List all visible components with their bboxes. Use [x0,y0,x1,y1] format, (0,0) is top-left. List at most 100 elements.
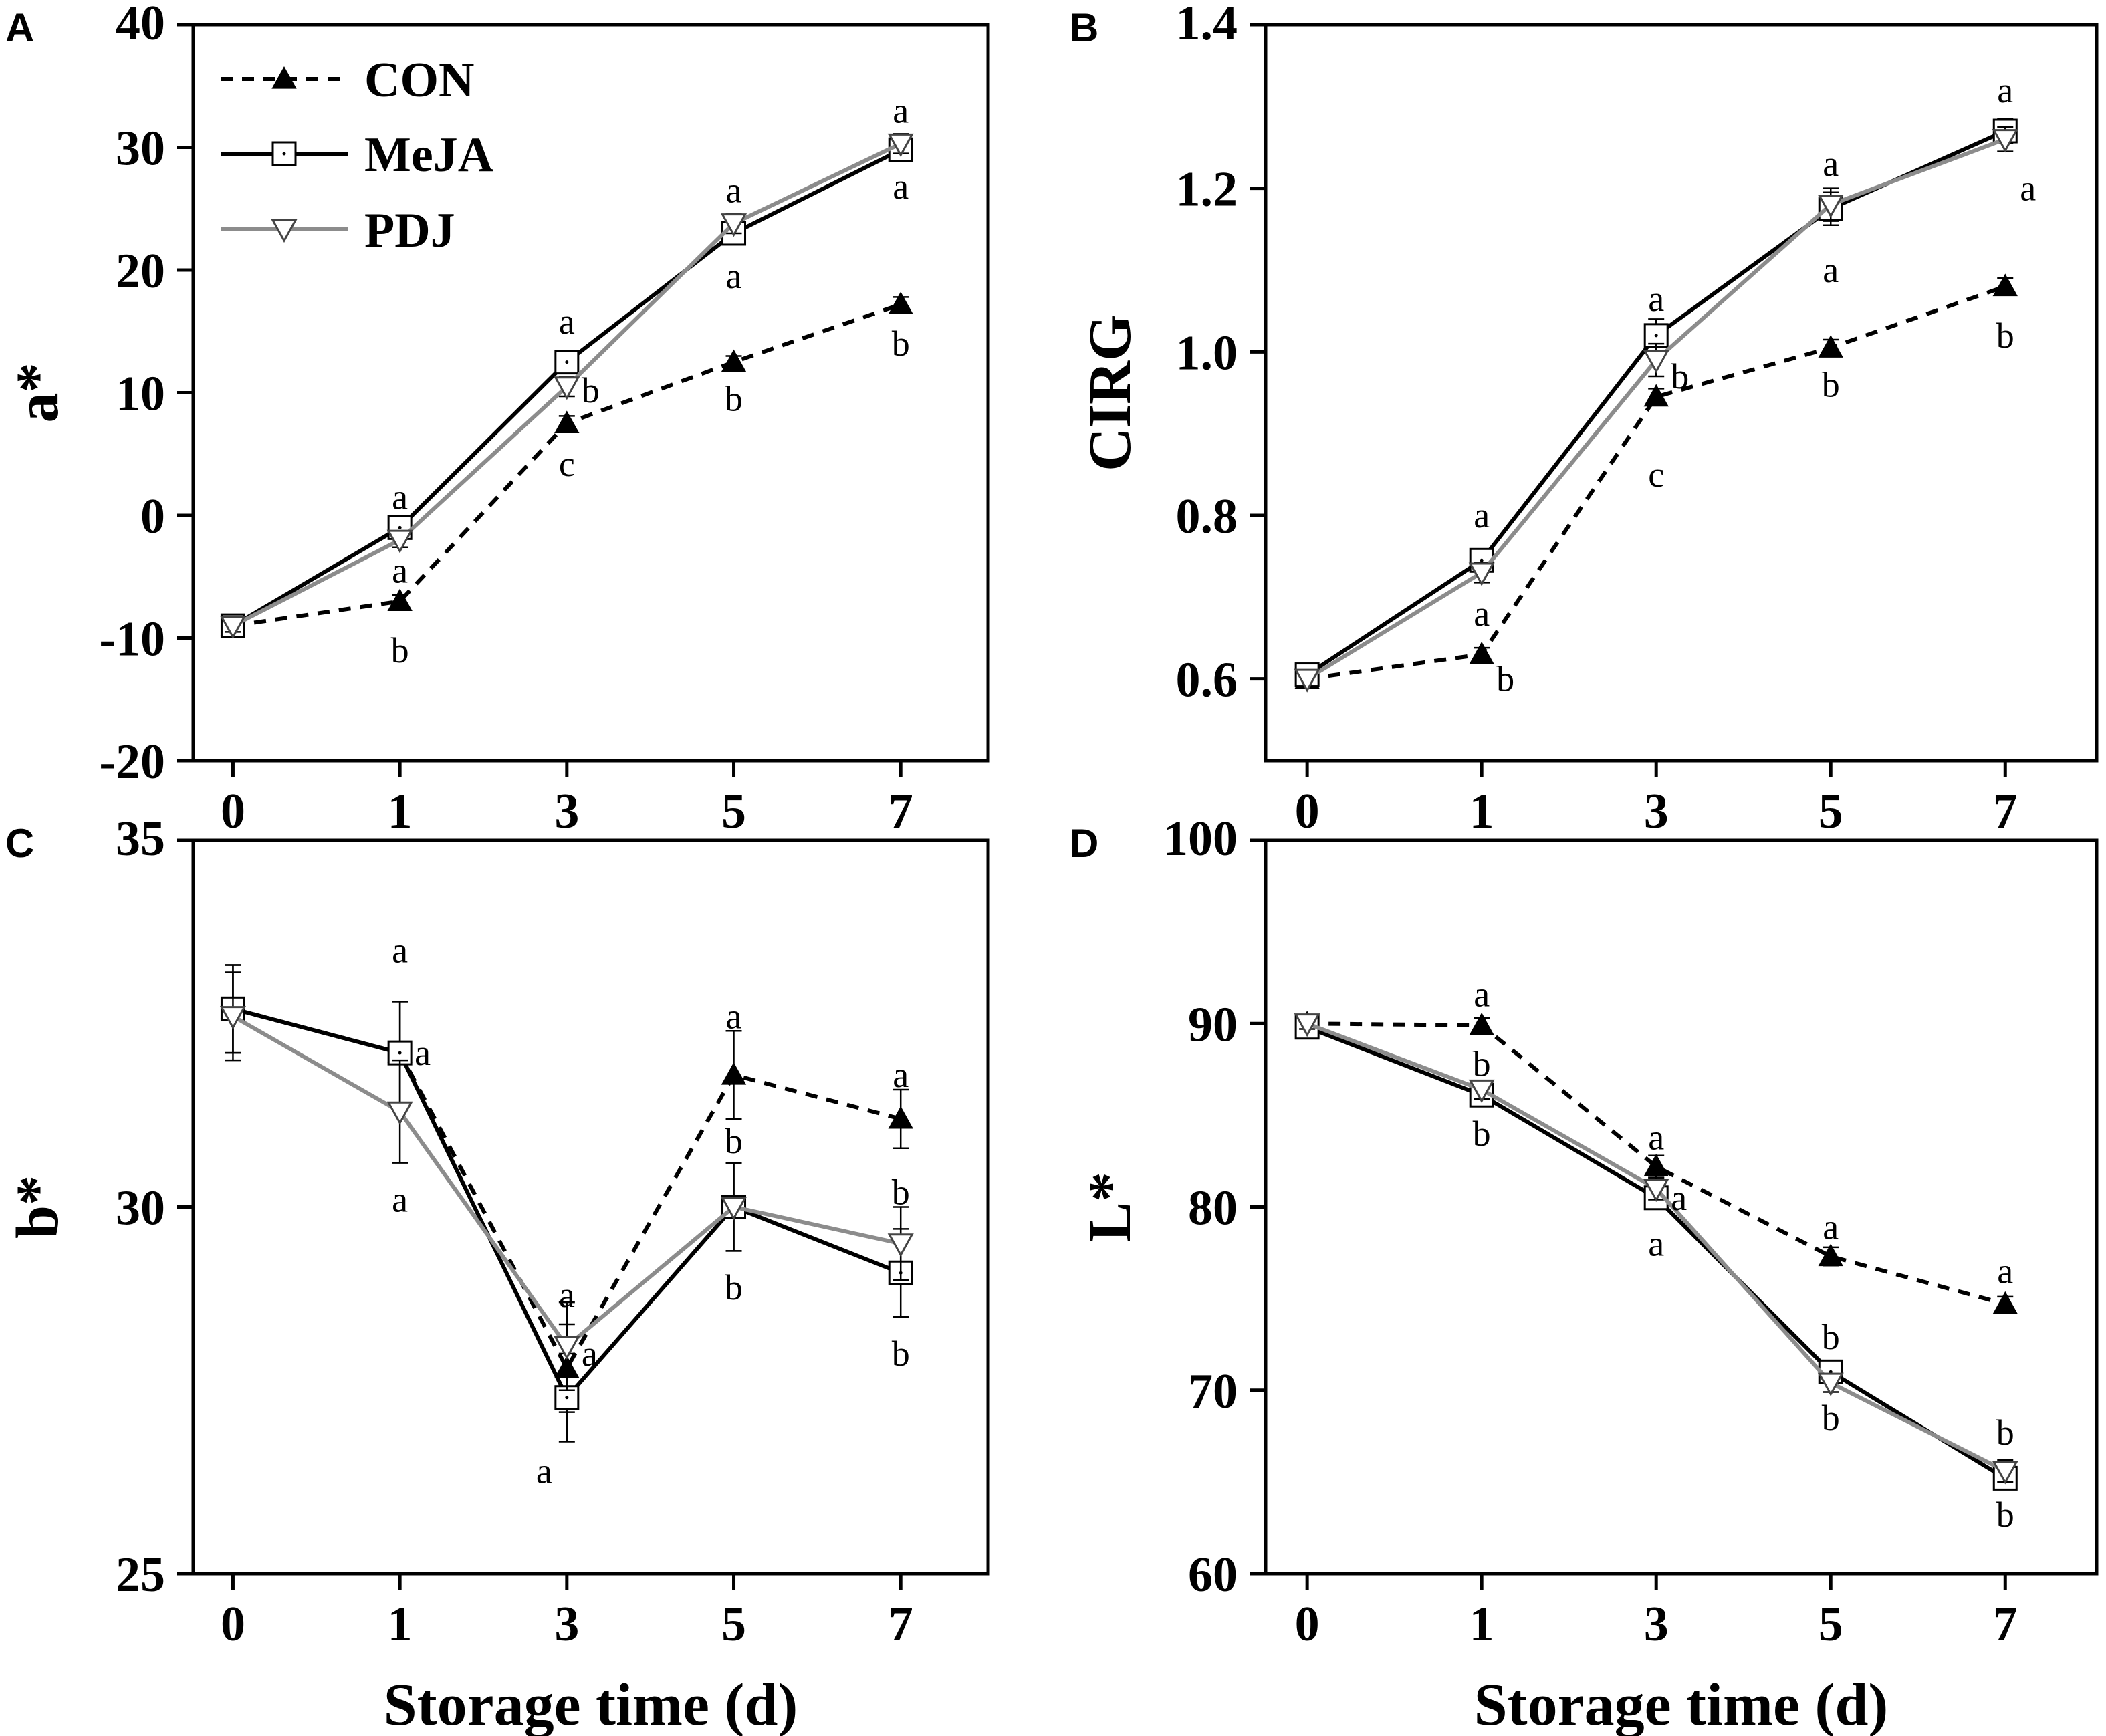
significance-letter: a [1671,1178,1687,1218]
panel-letter: C [5,821,34,866]
significance-letter: b [725,1121,743,1161]
series-PDJ [1294,1013,2018,1485]
significance-letter: a [893,90,909,130]
significance-letter: b [892,324,910,364]
data-point-PDJ [1294,668,1320,693]
y-axis-title: L* [1077,1172,1143,1242]
data-point-PDJ [1294,1013,1320,1037]
data-point-PDJ [720,1197,747,1221]
significance-letter: a [392,1180,408,1220]
y-tick-label: 0.8 [1176,489,1238,544]
x-tick-label: 3 [1644,784,1669,839]
x-tick-label: 0 [221,1597,245,1652]
legend-marker-MeJA-dot [282,152,286,156]
y-tick-label: 30 [116,1181,165,1236]
data-point-MeJA-dot [1654,334,1658,338]
data-point-PDJ [1992,129,2018,153]
significance-letter: a [1474,594,1490,634]
data-point-PDJ [386,1101,413,1125]
plot-frame [1264,23,2099,763]
significance-letter: a [726,996,742,1036]
data-point-CON [721,1062,747,1085]
y-tick-label: 80 [1188,1181,1238,1236]
significance-letter: a [1648,1117,1664,1157]
data-point-PDJ [887,1233,914,1257]
x-tick-label: 1 [388,1597,413,1652]
data-point-PDJ [1468,562,1495,586]
data-point-PDJ [720,213,747,237]
significance-letter: b [1671,356,1689,396]
data-point-CON [554,410,580,433]
data-point-CON [721,349,747,372]
series-line-CON [1307,1021,2006,1306]
y-tick-label: 1.4 [1176,0,1238,51]
significance-letter: b [1996,1412,2014,1453]
x-axis-title: Storage time (d) [384,1672,798,1736]
y-axis-title: CIRG [1077,314,1143,471]
y-tick-label: 10 [116,367,165,422]
significance-letter: b [1996,1495,2014,1535]
x-tick-label: 0 [1295,1597,1320,1652]
data-point-PDJ [554,1336,580,1360]
x-tick-label: 0 [1295,784,1320,839]
data-point-CON [1469,641,1494,664]
data-point-CON [1992,1291,2018,1314]
data-point-MeJA-dot [398,525,402,529]
significance-letter: a [726,170,742,211]
significance-letter: c [559,444,575,484]
legend-label-PDJ: PDJ [364,203,455,258]
significance-letter: a [1997,1251,2013,1291]
data-point-MeJA-dot [1829,1370,1833,1374]
significance-letter: a [1823,250,1839,290]
data-point-PDJ [1643,1178,1669,1203]
significance-letter: a [1823,1207,1839,1247]
data-point-CON [1818,335,1843,358]
significance-letter: a [392,477,408,517]
data-point-PDJ [554,376,580,400]
data-point-MeJA-dot [398,1051,402,1055]
significance-letter: c [1648,455,1664,495]
legend-marker-PDJ [271,219,298,243]
significance-letter: a [2020,168,2036,209]
data-point-PDJ [1992,1461,2018,1485]
significance-letter: a [1648,1223,1664,1263]
panel-letter: D [1070,821,1098,866]
plot-frame [191,838,990,1576]
data-point-PDJ [219,616,246,640]
legend-label-CON: CON [364,53,474,108]
x-tick-label: 1 [388,784,413,839]
significance-letter: a [392,931,408,971]
series-PDJ [219,971,914,1391]
significance-letter: a [415,1033,431,1073]
y-tick-label: 70 [1188,1364,1238,1419]
x-tick-label: 7 [889,1597,913,1652]
y-tick-label: 20 [116,244,165,299]
significance-letter: a [1997,70,2013,110]
significance-letter: b [582,370,600,410]
significance-letter: b [892,1334,910,1374]
data-point-CON [1992,273,2018,297]
data-point-CON [888,291,913,314]
y-tick-label: 35 [116,812,165,866]
significance-letter: b [1822,1317,1840,1357]
x-tick-label: 5 [1819,1597,1843,1652]
data-point-MeJA-dot [565,1396,569,1400]
y-tick-label: 60 [1188,1547,1238,1602]
significance-letter: a [726,256,742,296]
y-axis-title: b* [5,1175,71,1239]
data-point-CON [888,1106,913,1129]
y-tick-label: -10 [99,612,165,667]
data-point-CON [387,588,413,612]
data-point-CON [1643,1154,1669,1176]
significance-letter: b [725,1267,743,1308]
data-point-CON [1469,1012,1494,1035]
x-tick-label: 0 [221,784,245,839]
legend: CON MeJA PDJ [221,53,493,258]
x-tick-label: 1 [1470,1597,1494,1652]
data-point-PDJ [1817,195,1844,219]
x-tick-label: 7 [1993,784,2018,839]
x-tick-label: 3 [554,784,579,839]
